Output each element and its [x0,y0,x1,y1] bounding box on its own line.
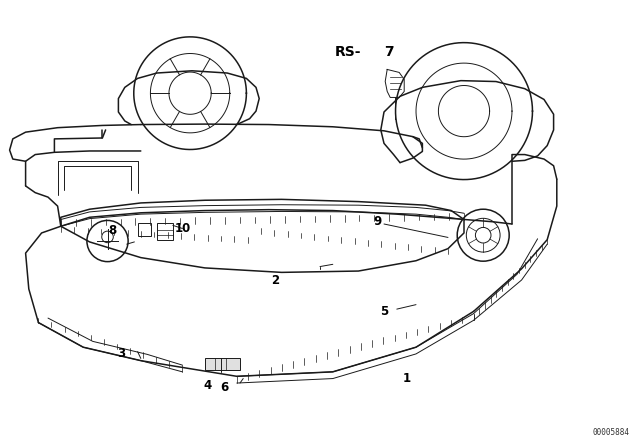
Text: 8: 8 [108,224,116,237]
Text: RS-: RS- [335,44,362,59]
Text: 00005884: 00005884 [593,428,630,437]
Text: 7: 7 [384,44,394,59]
Text: 4: 4 [204,379,212,392]
Bar [138,223,151,236]
Bar [205,358,240,370]
Text: 3: 3 [118,347,125,361]
Text: 10: 10 [174,222,191,235]
Text: 1: 1 [403,372,410,385]
Text: 2: 2 [271,273,279,287]
Bar [157,223,173,240]
Text: 6: 6 [220,381,228,394]
Text: 5: 5 [380,305,388,318]
Text: 9: 9 [374,215,381,228]
